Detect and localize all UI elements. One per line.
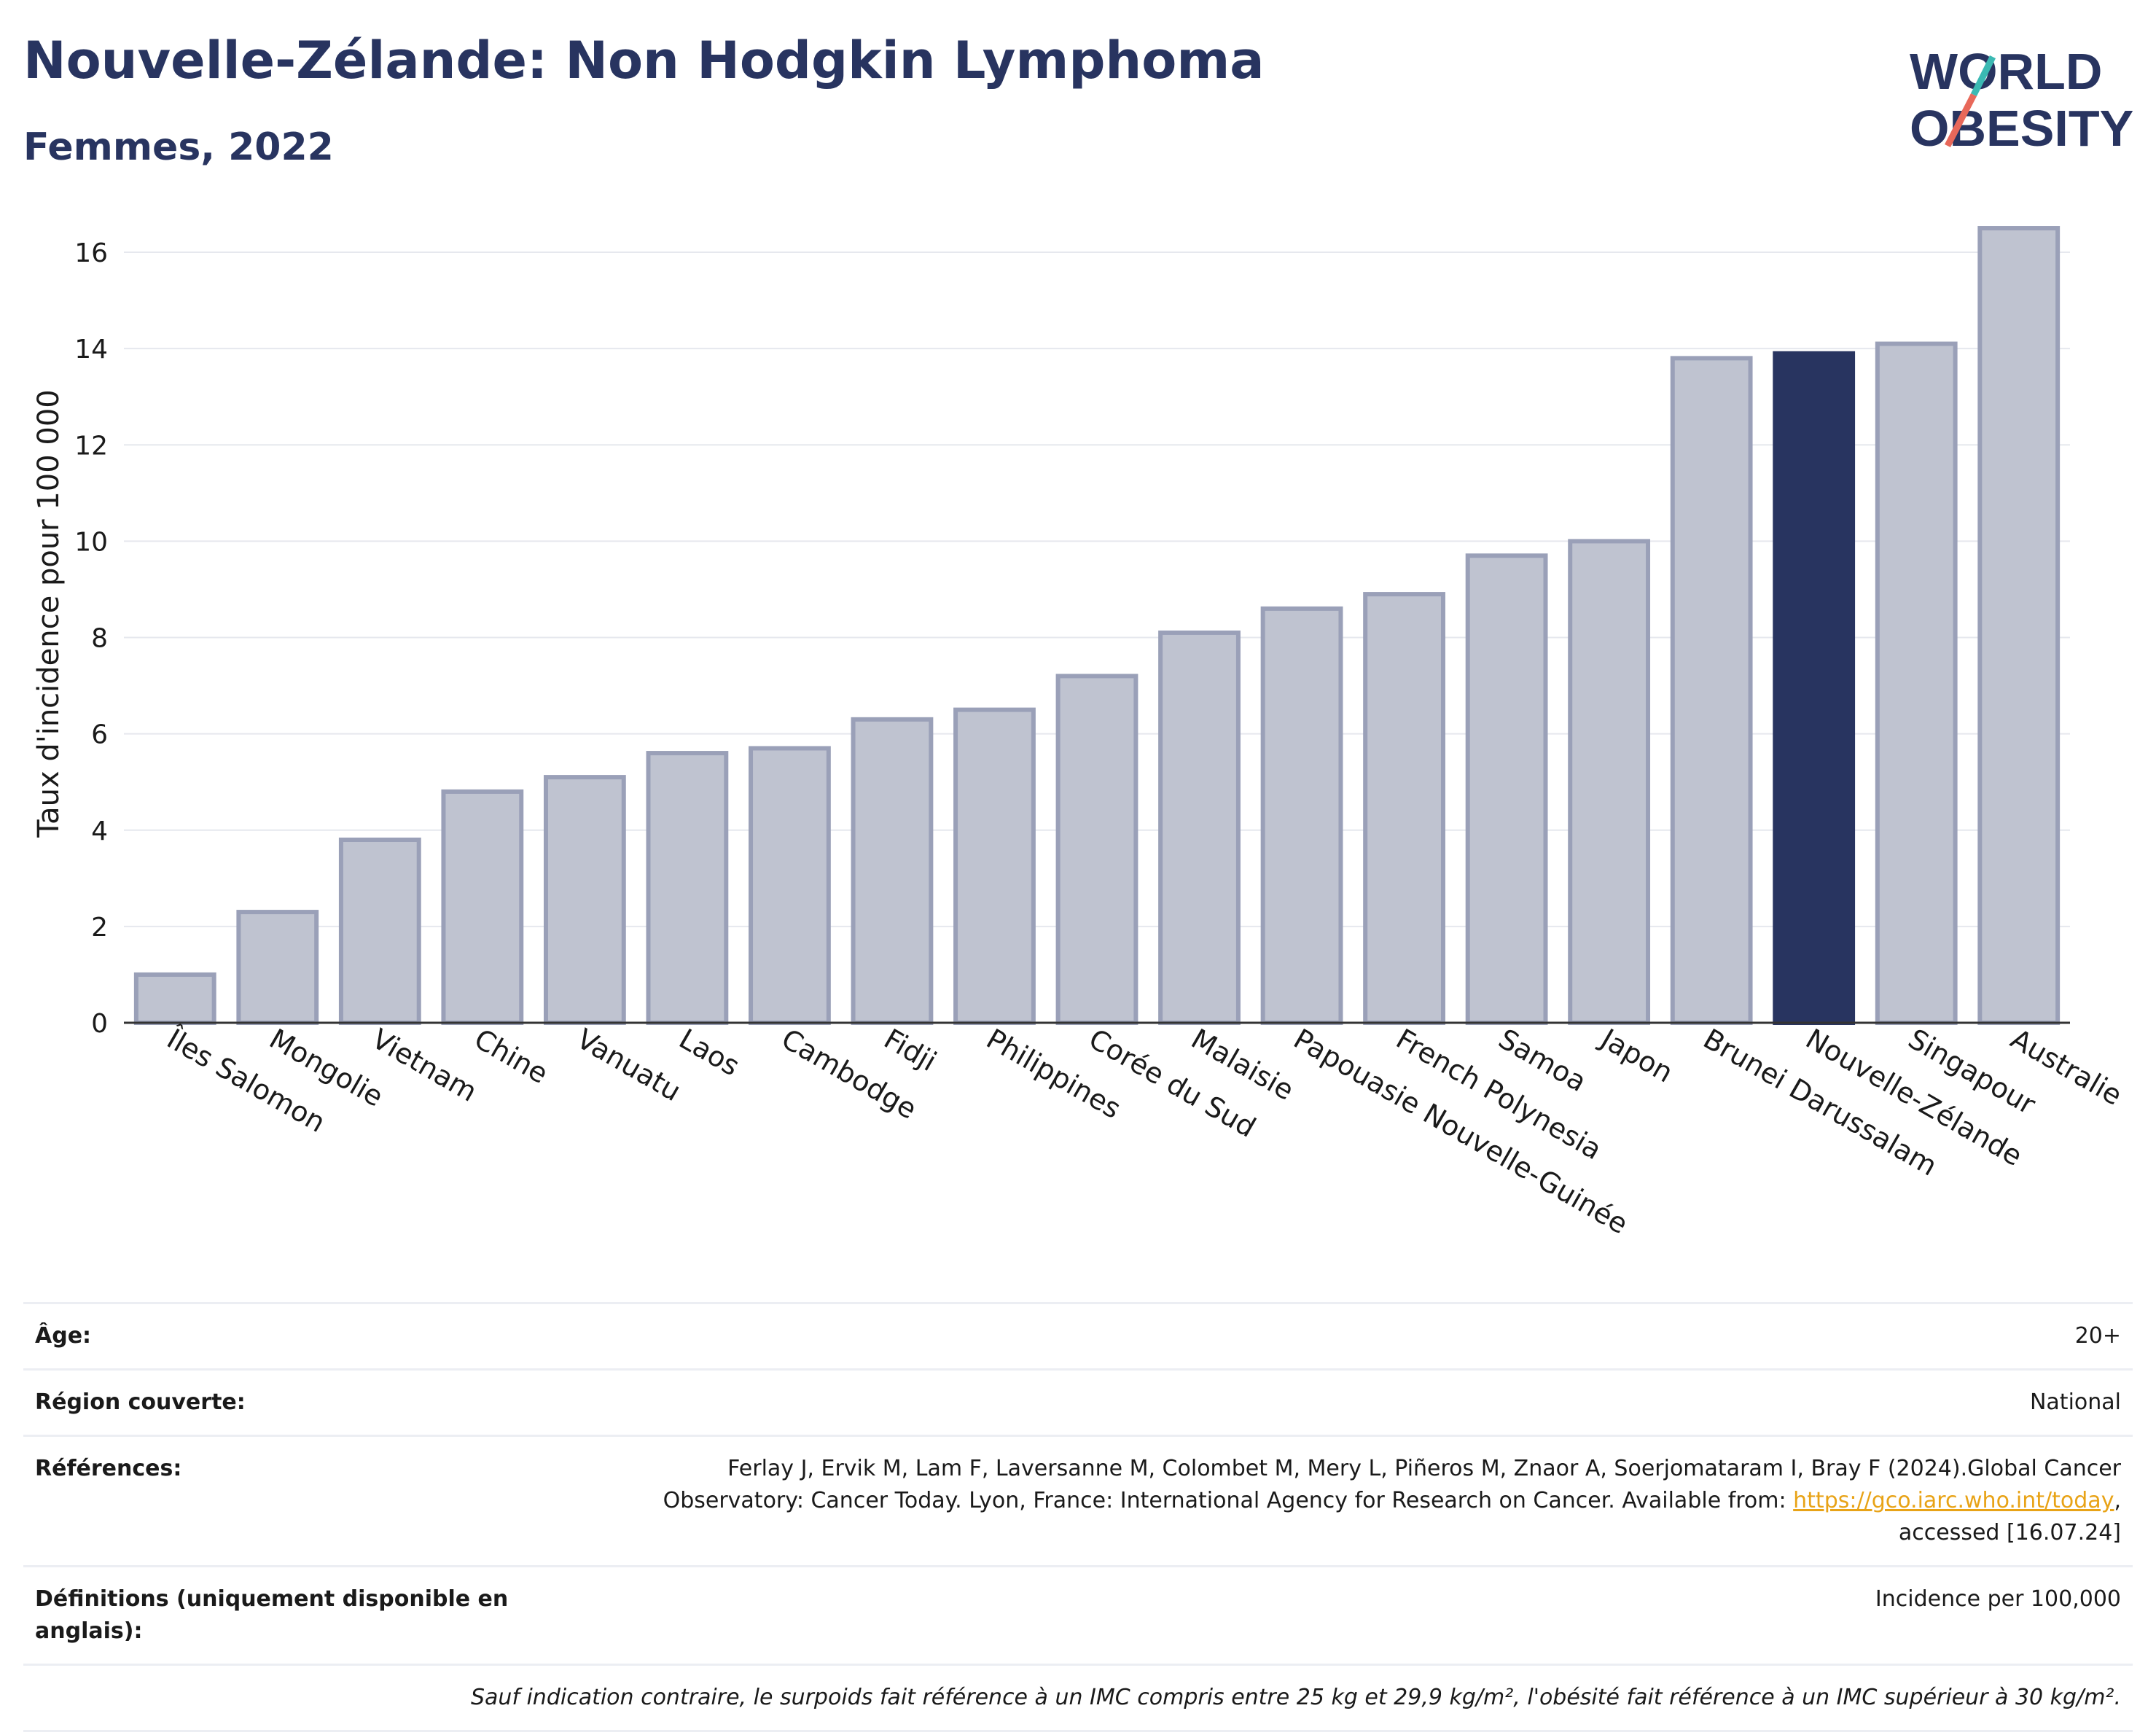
references-text-4: accessed [16.07.24] — [1898, 1520, 2121, 1545]
footnote: Sauf indication contraire, le surpoids f… — [23, 1664, 2133, 1732]
references-text-1: Ferlay J, Ervik M, Lam F, Laversanne M, … — [727, 1456, 2121, 1481]
bar — [133, 972, 216, 1025]
bar — [1875, 341, 1958, 1025]
bar — [543, 775, 626, 1025]
bar-highlight — [1773, 351, 1856, 1025]
y-axis-ticks: 0 2 4 6 8 10 12 14 16 — [74, 238, 108, 1039]
logo-slash-lower — [1944, 93, 1977, 148]
bar — [953, 707, 1036, 1026]
references-value: Ferlay J, Ervik M, Lam F, Laversanne M, … — [557, 1435, 2133, 1567]
bar — [1363, 592, 1445, 1025]
info-row-region: Région couverte: National — [23, 1368, 2133, 1437]
x-tick-label: Japon — [1594, 1022, 1678, 1089]
y-axis-title: Taux d'incidence pour 100 000 — [32, 389, 66, 838]
page-title: Nouvelle-Zélande: Non Hodgkin Lymphoma — [23, 31, 1265, 90]
bar — [1670, 356, 1753, 1025]
bar — [1158, 630, 1241, 1025]
x-tick-label: Vietnam — [367, 1023, 483, 1108]
references-label: Références: — [23, 1435, 557, 1567]
bar — [338, 837, 421, 1025]
y-tick-label: 0 — [91, 1009, 108, 1039]
y-tick-label: 2 — [91, 913, 108, 943]
bar — [646, 751, 729, 1026]
y-tick-label: 16 — [74, 238, 108, 268]
y-tick-label: 12 — [74, 431, 108, 461]
bar — [236, 910, 319, 1025]
bar — [1465, 553, 1548, 1025]
bar — [441, 789, 524, 1026]
bar — [1260, 606, 1343, 1025]
references-text-2: Observatory: Cancer Today. Lyon, France:… — [663, 1488, 1794, 1513]
region-label: Région couverte: — [23, 1368, 557, 1437]
y-tick-label: 8 — [91, 624, 108, 654]
info-row-references: Références: Ferlay J, Ervik M, Lam F, La… — [23, 1435, 2133, 1567]
age-label: Âge: — [23, 1302, 557, 1371]
x-tick-label: Fidji — [878, 1023, 942, 1078]
definitions-label: Définitions (uniquement disponible en an… — [23, 1565, 557, 1666]
bar — [1977, 226, 2061, 1025]
info-row-definitions: Définitions (uniquement disponible en an… — [23, 1565, 2133, 1666]
y-tick-label: 6 — [91, 720, 108, 750]
bar — [1055, 674, 1138, 1025]
logo-text-obesity: OBESITY — [1910, 100, 2133, 153]
bar — [851, 717, 934, 1025]
y-tick-label: 4 — [91, 816, 108, 846]
info-table: Âge: 20+ Région couverte: National Référ… — [23, 1302, 2133, 1732]
logo-text-world: WORLD — [1910, 43, 2102, 100]
bars — [133, 226, 2061, 1026]
world-obesity-logo: WORLD OBESITY — [1910, 43, 2133, 153]
y-tick-label: 10 — [74, 527, 108, 557]
logo-slash-upper — [1970, 55, 1996, 97]
age-value: 20+ — [557, 1302, 2133, 1371]
bar — [749, 746, 831, 1026]
references-link[interactable]: https://gco.iarc.who.int/today — [1793, 1488, 2114, 1513]
y-tick-label: 14 — [74, 335, 108, 364]
x-tick-label: Vanuatu — [571, 1023, 687, 1107]
x-tick-label: Laos — [673, 1023, 745, 1083]
bar-chart: 0 2 4 6 8 10 12 14 16 Îles SalomonMongolieVietna… — [32, 226, 2128, 1241]
page-subtitle: Femmes, 2022 — [23, 125, 334, 169]
references-text-3: , — [2114, 1488, 2121, 1513]
info-row-note: Sauf indication contraire, le surpoids f… — [23, 1664, 2133, 1732]
bar — [1568, 539, 1651, 1026]
info-row-age: Âge: 20+ — [23, 1302, 2133, 1371]
definitions-value: Incidence per 100,000 — [557, 1565, 2133, 1666]
region-value: National — [557, 1368, 2133, 1437]
